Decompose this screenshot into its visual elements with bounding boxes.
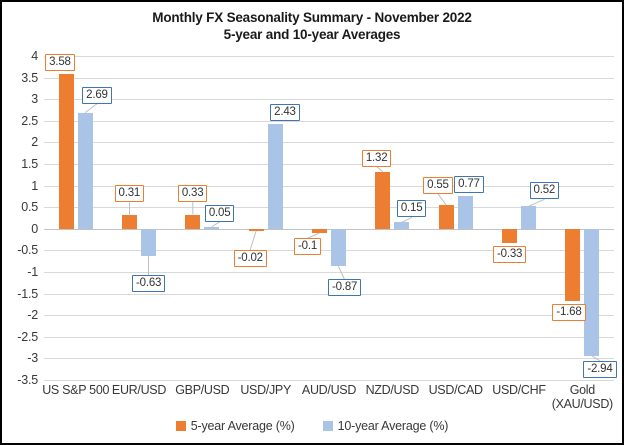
data-label-10-year-average-nzd-usd: 0.15 <box>396 200 427 218</box>
data-label-5-year-average-eur-usd: 0.31 <box>114 185 145 203</box>
data-label-10-year-average-us-s-p-500: 2.69 <box>82 86 112 104</box>
y-tick-label-1.5: 1.5 <box>21 157 38 171</box>
data-label-5-year-average-usd-jpy: -0.02 <box>233 249 267 267</box>
x-tick-label-aud-usd: AUD/USD <box>301 383 357 397</box>
bar-5-year-average-usd-jpy <box>248 228 264 231</box>
x-tick-label-nzd-usd: NZD/USD <box>365 383 420 397</box>
data-label-10-year-average-eur-usd: -0.63 <box>132 275 166 293</box>
bar-10-year-average-gbp-usd <box>204 226 220 229</box>
data-label-5-year-average-aud-usd: -0.1 <box>294 238 322 256</box>
leader-line-10-year-average-usd-chf <box>528 198 545 207</box>
x-tick-label-usd-jpy: USD/JPY <box>240 383 292 397</box>
gridline-1.5 <box>44 164 614 165</box>
y-tick-label--0.5: -0.5 <box>17 243 38 258</box>
data-label-5-year-average-nzd-usd: 1.32 <box>361 149 392 167</box>
gridline--0.5 <box>44 250 614 252</box>
gridline--2.5 <box>44 336 614 338</box>
y-tick-label-0.5: 0.5 <box>21 200 38 215</box>
gridline-1 <box>44 185 614 187</box>
x-tick-label-eur-usd: EUR/USD <box>111 383 167 397</box>
legend-label-5-year-average: 5-year Average (%) <box>190 419 295 433</box>
data-label-10-year-average-usd-chf: 0.52 <box>529 182 560 200</box>
data-label-10-year-average-gold-xau-usd: -2.94 <box>583 360 617 378</box>
legend-item-5-year-average: 5-year Average (%) <box>175 419 295 433</box>
bar-10-year-average-gold-xau-usd <box>584 228 600 356</box>
chart-title-block: Monthly FX Seasonality Summary - Novembe… <box>2 9 622 43</box>
bar-5-year-average-us-s-p-500 <box>58 74 74 229</box>
y-tick-label--3.5: -3.5 <box>17 373 38 387</box>
y-tick-label-2.5: 2.5 <box>21 113 38 128</box>
gridline-2.5 <box>44 120 614 122</box>
gridline-0.5 <box>44 207 614 209</box>
gridline--3.5 <box>44 380 614 381</box>
y-tick-label--2.5: -2.5 <box>17 329 38 344</box>
gridline-3.5 <box>44 77 614 79</box>
bar-5-year-average-usd-chf <box>502 228 517 244</box>
gridline--2 <box>44 315 614 317</box>
gridline--3 <box>44 358 614 360</box>
legend-swatch-5-year-average <box>175 421 186 431</box>
bar-10-year-average-us-s-p-500 <box>77 112 93 229</box>
y-tick-label-2: 2 <box>31 135 38 150</box>
data-label-5-year-average-us-s-p-500: 3.58 <box>45 54 75 72</box>
y-tick-label-0: 0 <box>31 221 38 236</box>
bar-10-year-average-usd-jpy <box>267 123 283 229</box>
data-label-10-year-average-gbp-usd: 0.05 <box>204 204 235 222</box>
bar-5-year-average-aud-usd <box>312 228 327 234</box>
legend: 5-year Average (%) 10-year Average (%) <box>2 419 622 433</box>
data-label-10-year-average-usd-jpy: 2.43 <box>270 103 300 121</box>
y-tick-label-3.5: 3.5 <box>21 70 38 85</box>
x-tick-label-usd-cad: USD/CAD <box>428 383 483 397</box>
chart-title: Monthly FX Seasonality Summary - Novembe… <box>152 10 472 25</box>
x-tick-label-us-s-p-500: US S&P 500 <box>42 383 110 397</box>
data-label-5-year-average-gold-xau-usd: -1.68 <box>552 304 586 322</box>
gridline-0 <box>44 228 614 230</box>
bar-10-year-average-usd-cad <box>457 195 473 229</box>
y-tick-label-4: 4 <box>31 49 38 63</box>
bar-5-year-average-eur-usd <box>122 215 137 229</box>
data-label-5-year-average-usd-chf: -0.33 <box>493 246 527 264</box>
gridline-2 <box>44 142 614 144</box>
data-label-10-year-average-aud-usd: -0.87 <box>328 279 362 297</box>
leader-line-5-year-average-usd-jpy <box>249 230 257 250</box>
legend-label-10-year-average: 10-year Average (%) <box>337 419 449 433</box>
y-tick-label--1: -1 <box>27 265 38 279</box>
leader-line-5-year-average-usd-cad <box>437 193 447 206</box>
bar-5-year-average-gbp-usd <box>185 214 201 229</box>
chart-subtitle: 5-year and 10-year Averages <box>223 27 401 42</box>
bar-10-year-average-aud-usd <box>331 228 346 267</box>
bar-5-year-average-nzd-usd <box>375 171 391 229</box>
y-tick-label--1.5: -1.5 <box>17 286 38 301</box>
y-tick-label-3: 3 <box>31 92 38 107</box>
bar-5-year-average-gold-xau-usd <box>565 228 581 302</box>
bar-10-year-average-eur-usd <box>141 228 156 256</box>
bar-10-year-average-usd-chf <box>521 206 536 229</box>
gridline-4 <box>44 56 614 57</box>
data-label-10-year-average-usd-cad: 0.77 <box>454 175 484 193</box>
y-tick-label--3: -3 <box>27 351 38 366</box>
data-label-5-year-average-gbp-usd: 0.33 <box>177 184 208 202</box>
leader-line-10-year-average-us-s-p-500 <box>84 103 98 113</box>
y-tick-label--2: -2 <box>27 308 38 323</box>
gridline--1 <box>44 272 614 273</box>
bar-5-year-average-usd-cad <box>438 205 454 229</box>
data-label-5-year-average-usd-cad: 0.55 <box>423 177 453 195</box>
x-tick-label-gbp-usd: GBP/USD <box>175 383 230 397</box>
legend-swatch-10-year-average <box>322 421 333 431</box>
gridline-3 <box>44 99 614 101</box>
y-tick-label-1: 1 <box>31 178 38 193</box>
legend-item-10-year-average: 10-year Average (%) <box>322 419 449 433</box>
x-tick-label-gold-xau-usd: Gold (XAU/USD) <box>551 383 614 411</box>
x-tick-label-usd-chf: USD/CHF <box>492 383 546 397</box>
bar-10-year-average-nzd-usd <box>394 222 410 229</box>
